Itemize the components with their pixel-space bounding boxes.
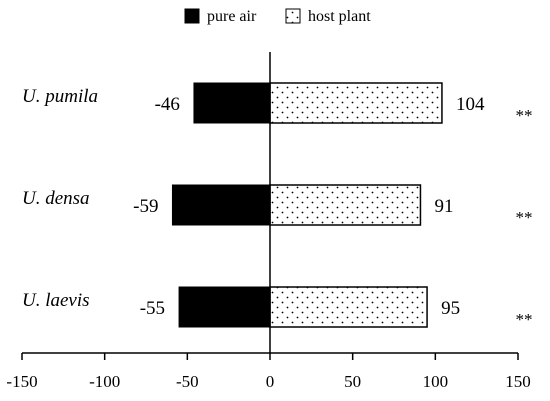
- x-axis-ticks: -150 -100 -50 0 50 100 150: [6, 353, 531, 391]
- data-label-host-plant: 95: [441, 298, 460, 319]
- data-label-pure-air: -59: [133, 196, 158, 217]
- x-tick-label: -100: [89, 372, 120, 391]
- bar-pure-air: [171, 184, 271, 226]
- data-label-host-plant: 91: [434, 196, 453, 217]
- legend-label-host-plant: host plant: [308, 8, 371, 25]
- x-tick-label: 100: [423, 372, 449, 391]
- data-label-pure-air: -46: [155, 94, 180, 115]
- legend: pure air host plant: [184, 8, 371, 25]
- bars: [171, 82, 443, 328]
- x-tick-label: -150: [6, 372, 37, 391]
- x-tick-label: -50: [176, 372, 199, 391]
- data-label-pure-air: -55: [140, 298, 165, 319]
- x-tick-label: 50: [344, 372, 361, 391]
- bar-host-plant: [269, 82, 443, 124]
- significance-labels: ** ** **: [516, 106, 533, 329]
- bar-host-plant: [269, 286, 428, 328]
- bar-host-plant: [269, 184, 422, 226]
- data-label-host-plant: 104: [456, 94, 485, 115]
- x-tick-label: 150: [505, 372, 531, 391]
- legend-swatch-host-plant: [285, 8, 301, 24]
- bar-pure-air: [193, 82, 271, 124]
- category-label: U. densa: [22, 188, 90, 209]
- legend-swatch-pure-air: [184, 8, 200, 24]
- legend-label-pure-air: pure air: [207, 8, 257, 25]
- x-tick-label: 0: [266, 372, 275, 391]
- category-labels: U. pumila U. densa U. laevis: [22, 86, 98, 311]
- value-labels: -46 104 -59 91 -55 95: [133, 94, 485, 319]
- bar-pure-air: [178, 286, 271, 328]
- category-label: U. pumila: [22, 86, 98, 107]
- category-label: U. laevis: [22, 290, 90, 311]
- significance-label: **: [516, 310, 533, 329]
- significance-label: **: [516, 208, 533, 227]
- significance-label: **: [516, 106, 533, 125]
